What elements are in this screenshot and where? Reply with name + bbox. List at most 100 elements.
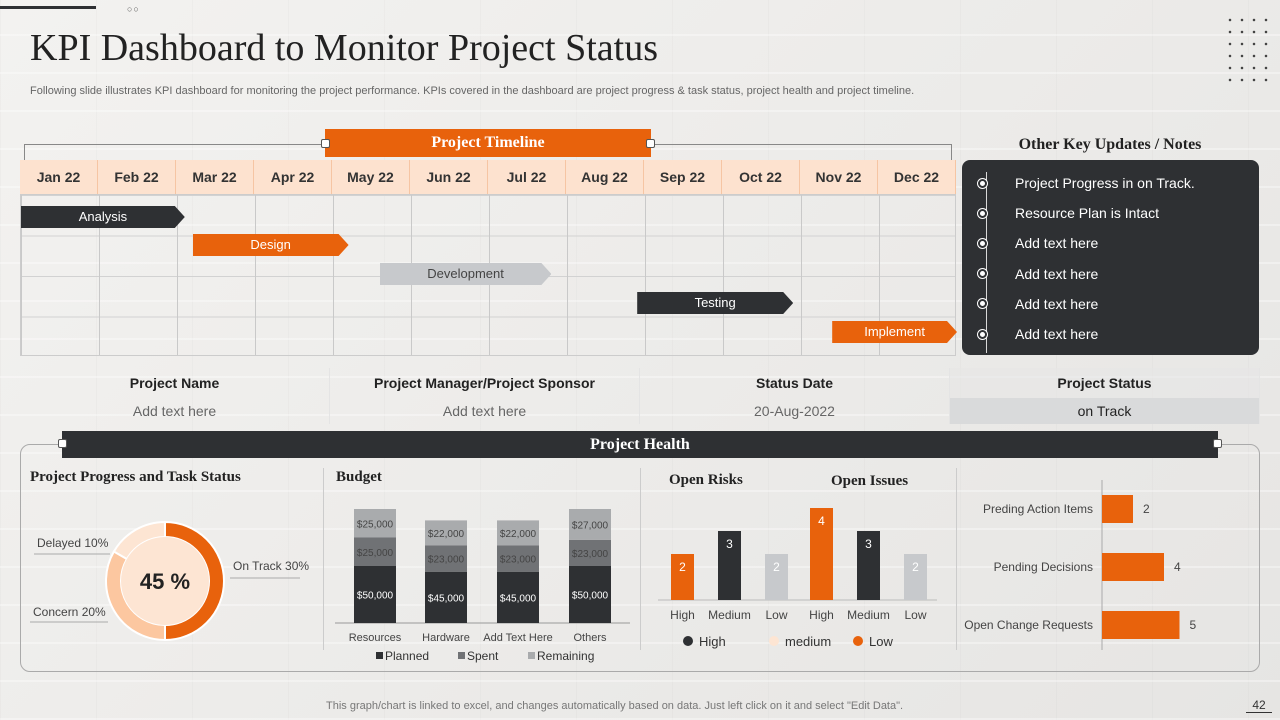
note-bullet-icon bbox=[978, 299, 987, 309]
budget-bar-1-2 bbox=[425, 520, 467, 546]
budget-bar-label-0-1: $25,000 bbox=[357, 548, 394, 559]
note-item: Add text here bbox=[978, 289, 1098, 319]
timeline-task-analysis: Analysis bbox=[21, 206, 185, 228]
budget-bar-0-1 bbox=[354, 537, 396, 566]
project-manager-column: Project Manager/Project Sponsor Add text… bbox=[330, 368, 640, 424]
risks-issues-bar-chart: 2 High 3 Medium 2 Low 4 High 3 Medium 2 Low High medi… bbox=[658, 508, 937, 649]
risk-bar-0-2 bbox=[765, 554, 788, 600]
hbar-2 bbox=[1102, 611, 1180, 639]
timeline-header-handle-right bbox=[646, 139, 655, 148]
budget-legend-swatch-0 bbox=[376, 652, 383, 659]
risks-panel-title: Open Risks bbox=[669, 472, 743, 488]
page-title: KPI Dashboard to Monitor Project Status bbox=[30, 27, 659, 69]
risk-bar-value-0-2: 2 bbox=[773, 560, 780, 574]
budget-bar-label-0-0: $50,000 bbox=[357, 591, 394, 602]
note-text: Add text here bbox=[1015, 265, 1099, 282]
risks-legend-label-1: medium bbox=[785, 634, 831, 649]
progress-donut-chart: 45 % On Track 30% Concern 20% Delayed 10% bbox=[30, 520, 309, 642]
budget-category-label-0: Resources bbox=[349, 632, 402, 644]
note-item: Add text here bbox=[978, 319, 1098, 349]
month-header-6: Jul 22 bbox=[488, 160, 566, 194]
month-header-11: Dec 22 bbox=[878, 160, 956, 194]
budget-bar-3-0 bbox=[569, 566, 611, 623]
budget-bar-label-1-2: $22,000 bbox=[428, 529, 465, 540]
note-item: Resource Plan is Intact bbox=[978, 198, 1159, 228]
top-dots-decoration: ○○ bbox=[127, 4, 140, 14]
budget-category-label-1: Hardware bbox=[422, 632, 470, 644]
project-manager-value: Add text here bbox=[442, 403, 527, 419]
action-items-bar-chart: Preding Action Items 2 Pending Decisions 4 O… bbox=[964, 480, 1197, 650]
timeline-months-row: Jan 22 Feb 22 Mar 22 Apr 22 May 22 Jun 22 Jul … bbox=[20, 160, 956, 194]
budget-bar-1-0 bbox=[425, 571, 467, 623]
budget-category-label-2: Add Text Here bbox=[483, 632, 553, 644]
donut-center-label: 45 % bbox=[140, 569, 190, 594]
budget-bar-label-3-1: $23,000 bbox=[572, 549, 609, 560]
budget-bar-label-3-0: $50,000 bbox=[572, 591, 609, 602]
project-status-label: Project Status bbox=[950, 368, 1259, 398]
budget-bar-2-0 bbox=[497, 571, 539, 623]
risk-bar-1-2 bbox=[904, 554, 927, 600]
health-header-handle-left bbox=[58, 439, 67, 448]
risk-bar-1-1 bbox=[857, 531, 880, 600]
budget-legend-label-0: Planned bbox=[385, 649, 429, 663]
timeline-grid: Analysis Design Development Testing Implemen… bbox=[20, 194, 956, 356]
month-header-4: May 22 bbox=[332, 160, 410, 194]
budget-bar-label-0-2: $25,000 bbox=[357, 519, 394, 530]
timeline-header-handle-left bbox=[321, 139, 330, 148]
risk-bar-value-1-1: 3 bbox=[865, 537, 872, 551]
hbar-category-label-0: Preding Action Items bbox=[983, 502, 1093, 516]
risk-bar-value-1-0: 4 bbox=[818, 514, 825, 528]
budget-bar-label-2-0: $45,000 bbox=[500, 593, 537, 604]
project-manager-label: Project Manager/Project Sponsor bbox=[374, 375, 595, 391]
footer-note: This graph/chart is linked to excel, and… bbox=[326, 700, 904, 712]
donut-label-2: Delayed 10% bbox=[37, 536, 109, 550]
budget-bar-2-2 bbox=[497, 520, 539, 546]
risk-bar-0-0 bbox=[671, 554, 694, 600]
health-header-handle-right bbox=[1213, 439, 1222, 448]
note-text: Resource Plan is Intact bbox=[1015, 205, 1159, 222]
budget-bar-label-3-2: $27,000 bbox=[572, 520, 609, 531]
risk-category-label-0-2: Low bbox=[765, 608, 787, 622]
top-accent-line bbox=[0, 6, 96, 9]
note-bullet-icon bbox=[978, 269, 987, 279]
month-header-8: Sep 22 bbox=[644, 160, 722, 194]
project-status-value: on Track bbox=[950, 398, 1259, 424]
progress-panel-title: Project Progress and Task Status bbox=[30, 469, 241, 485]
timeline-task-testing: Testing bbox=[637, 292, 793, 314]
donut-center bbox=[121, 537, 209, 625]
budget-bar-0-0 bbox=[354, 566, 396, 623]
project-info-table: Project Name Add text here Project Manag… bbox=[20, 368, 1260, 424]
hbar-category-label-2: Open Change Requests bbox=[964, 618, 1093, 632]
note-item: Add text here bbox=[978, 259, 1098, 289]
page-number: 42 bbox=[1246, 698, 1272, 713]
note-bullet-icon bbox=[978, 329, 987, 339]
notes-connector-line bbox=[986, 172, 987, 353]
month-header-0: Jan 22 bbox=[20, 160, 98, 194]
budget-bar-2-1 bbox=[497, 545, 539, 572]
note-text: Add text here bbox=[1015, 326, 1099, 342]
budget-category-label-3: Others bbox=[573, 632, 607, 644]
note-bullet-icon bbox=[978, 178, 987, 188]
risk-category-label-0-0: High bbox=[670, 608, 695, 622]
hbar-value-0: 2 bbox=[1143, 502, 1150, 516]
hbar-value-1: 4 bbox=[1174, 560, 1181, 574]
project-name-label: Project Name bbox=[129, 375, 220, 391]
health-separator-1 bbox=[323, 468, 324, 650]
budget-bar-label-1-0: $45,000 bbox=[428, 593, 465, 604]
risk-category-label-1-0: High bbox=[809, 608, 834, 622]
budget-bar-label-1-1: $23,000 bbox=[428, 555, 465, 566]
risk-category-label-0-1: Medium bbox=[708, 608, 751, 622]
note-item: Project Progress in on Track. bbox=[978, 168, 1195, 198]
status-date-value: 20-Aug-2022 bbox=[754, 403, 835, 419]
risks-legend-dot-1 bbox=[769, 636, 779, 646]
note-text: Add text here bbox=[1015, 295, 1099, 312]
month-header-5: Jun 22 bbox=[410, 160, 488, 194]
risk-bar-value-0-1: 3 bbox=[726, 537, 733, 551]
health-separator-3 bbox=[956, 468, 957, 650]
project-status-column: Project Status on Track bbox=[950, 368, 1260, 424]
month-header-2: Mar 22 bbox=[176, 160, 254, 194]
month-header-7: Aug 22 bbox=[566, 160, 644, 194]
budget-bar-label-2-2: $22,000 bbox=[500, 529, 537, 540]
timeline-task-development: Development bbox=[380, 263, 552, 285]
timeline-header: Project Timeline bbox=[325, 129, 651, 157]
